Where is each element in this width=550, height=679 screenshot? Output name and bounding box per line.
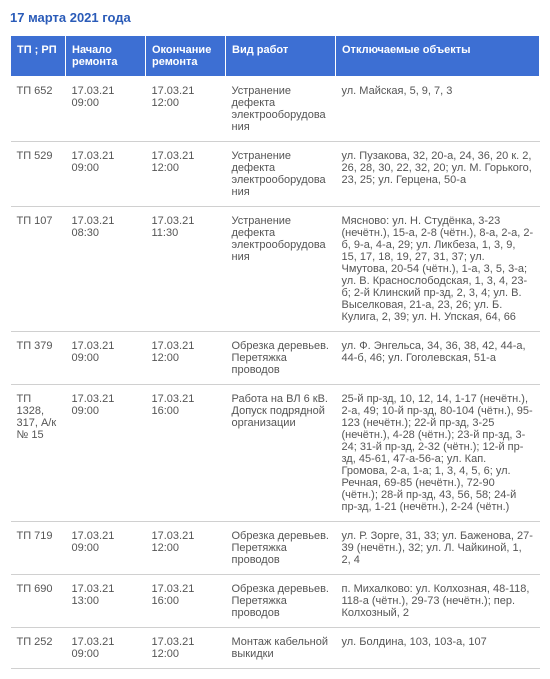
col-header-type: Вид работ <box>226 36 336 77</box>
cell-start: 17.03.21 09:00 <box>66 522 146 575</box>
table-row: ТП 37917.03.21 09:0017.03.21 12:00Обрезк… <box>11 332 540 385</box>
cell-obj: ул. Болдина, 103, 103-а, 107 <box>336 628 540 669</box>
cell-end: 17.03.21 16:00 <box>146 575 226 628</box>
cell-type: Обрезка деревьев. Перетяжка проводов <box>226 522 336 575</box>
table-row: ТП 10717.03.21 08:3017.03.21 11:30Устран… <box>11 207 540 332</box>
table-row: ТП 25217.03.21 09:0017.03.21 12:00Монтаж… <box>11 628 540 669</box>
cell-obj: ул. Ф. Энгельса, 34, 36, 38, 42, 44-а, 4… <box>336 332 540 385</box>
cell-obj: 25-й пр-зд, 10, 12, 14, 1-17 (нечётн.), … <box>336 385 540 522</box>
cell-tp: ТП 719 <box>11 522 66 575</box>
cell-tp: ТП 252 <box>11 628 66 669</box>
col-header-end: Окончание ремонта <box>146 36 226 77</box>
cell-end: 17.03.21 16:00 <box>146 385 226 522</box>
cell-tp: ТП 652 <box>11 77 66 142</box>
outage-table: ТП ; РП Начало ремонта Окончание ремонта… <box>10 35 540 669</box>
cell-start: 17.03.21 09:00 <box>66 628 146 669</box>
cell-obj: ул. Р. Зорге, 31, 33; ул. Баженова, 27-3… <box>336 522 540 575</box>
table-row: ТП 1328, 317, А/к № 1517.03.21 09:0017.0… <box>11 385 540 522</box>
cell-start: 17.03.21 09:00 <box>66 385 146 522</box>
cell-type: Устранение дефекта электрооборудования <box>226 77 336 142</box>
cell-start: 17.03.21 13:00 <box>66 575 146 628</box>
cell-tp: ТП 529 <box>11 142 66 207</box>
table-row: ТП 65217.03.21 09:0017.03.21 12:00Устран… <box>11 77 540 142</box>
cell-end: 17.03.21 12:00 <box>146 142 226 207</box>
cell-start: 17.03.21 09:00 <box>66 77 146 142</box>
cell-start: 17.03.21 09:00 <box>66 332 146 385</box>
cell-tp: ТП 690 <box>11 575 66 628</box>
cell-tp: ТП 107 <box>11 207 66 332</box>
col-header-obj: Отключаемые объекты <box>336 36 540 77</box>
cell-tp: ТП 1328, 317, А/к № 15 <box>11 385 66 522</box>
cell-end: 17.03.21 11:30 <box>146 207 226 332</box>
cell-type: Устранение дефекта электрооборудования <box>226 142 336 207</box>
cell-type: Обрезка деревьев. Перетяжка проводов <box>226 575 336 628</box>
cell-obj: ул. Пузакова, 32, 20-а, 24, 36, 20 к. 2,… <box>336 142 540 207</box>
col-header-tp: ТП ; РП <box>11 36 66 77</box>
cell-start: 17.03.21 09:00 <box>66 142 146 207</box>
cell-obj: п. Михалково: ул. Колхозная, 48-118, 118… <box>336 575 540 628</box>
table-row: ТП 52917.03.21 09:0017.03.21 12:00Устран… <box>11 142 540 207</box>
page-title: 17 марта 2021 года <box>10 10 540 25</box>
cell-type: Устранение дефекта электрооборудования <box>226 207 336 332</box>
table-row: ТП 71917.03.21 09:0017.03.21 12:00Обрезк… <box>11 522 540 575</box>
cell-obj: ул. Майская, 5, 9, 7, 3 <box>336 77 540 142</box>
col-header-start: Начало ремонта <box>66 36 146 77</box>
cell-end: 17.03.21 12:00 <box>146 332 226 385</box>
cell-type: Обрезка деревьев. Перетяжка проводов <box>226 332 336 385</box>
cell-end: 17.03.21 12:00 <box>146 628 226 669</box>
header-row: ТП ; РП Начало ремонта Окончание ремонта… <box>11 36 540 77</box>
cell-obj: Мясново: ул. Н. Студёнка, 3-23 (нечётн.)… <box>336 207 540 332</box>
table-row: ТП 69017.03.21 13:0017.03.21 16:00Обрезк… <box>11 575 540 628</box>
cell-tp: ТП 379 <box>11 332 66 385</box>
cell-end: 17.03.21 12:00 <box>146 77 226 142</box>
cell-end: 17.03.21 12:00 <box>146 522 226 575</box>
cell-type: Работа на ВЛ 6 кВ. Допуск подрядной орга… <box>226 385 336 522</box>
cell-type: Монтаж кабельной выкидки <box>226 628 336 669</box>
cell-start: 17.03.21 08:30 <box>66 207 146 332</box>
